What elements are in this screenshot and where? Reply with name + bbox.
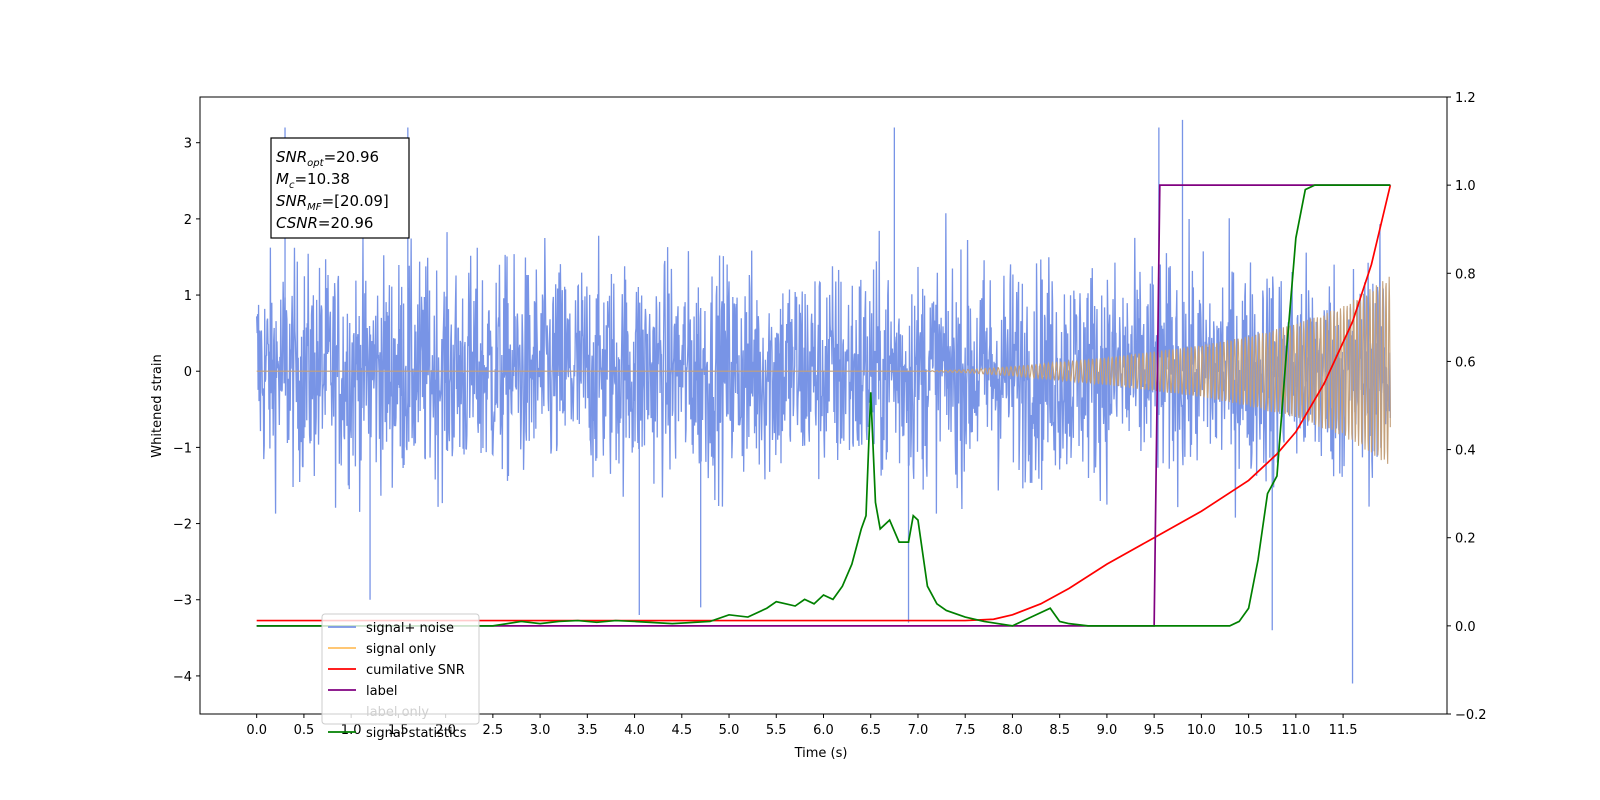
x-tick-label: 2.0 bbox=[435, 723, 456, 738]
y-left-tick-label: 3 bbox=[184, 137, 192, 152]
series-signal-statistics bbox=[256, 184, 1391, 627]
annotation-line: SNRopt=20.96 bbox=[276, 148, 379, 169]
legend-label: signal+ noise bbox=[366, 621, 454, 636]
y-left-tick-label: −4 bbox=[173, 670, 192, 685]
x-tick-label: 4.5 bbox=[671, 723, 692, 738]
annotation-line: SNRMF=[20.09] bbox=[276, 192, 389, 213]
legend-label: cumilative SNR bbox=[366, 663, 465, 678]
y-right-tick-label: 1.2 bbox=[1455, 91, 1476, 106]
x-tick-label: 6.0 bbox=[813, 723, 834, 738]
x-tick-label: 8.0 bbox=[1002, 723, 1023, 738]
x-tick-label: 10.5 bbox=[1234, 723, 1263, 738]
x-tick-label: 9.0 bbox=[1097, 723, 1118, 738]
x-tick-label: 2.5 bbox=[483, 723, 504, 738]
y-right-tick-label: 0.6 bbox=[1455, 355, 1476, 370]
x-tick-label: 9.5 bbox=[1144, 723, 1165, 738]
x-tick-label: 7.0 bbox=[908, 723, 929, 738]
x-tick-label: 5.5 bbox=[766, 723, 787, 738]
legend-item: label bbox=[328, 684, 397, 699]
y-axis-left: 3 2 1 0 −1 −2 −3 −4 bbox=[173, 137, 200, 685]
legend-item: signal only bbox=[328, 642, 436, 657]
y-right-tick-label: 0.2 bbox=[1455, 532, 1476, 547]
x-tick-label: 8.5 bbox=[1049, 723, 1070, 738]
y-axis-right: 1.2 1.0 0.8 0.6 0.4 0.2 0.0 −0.2 bbox=[1447, 91, 1487, 723]
legend: signal+ noise signal only cumilative SNR la… bbox=[321, 613, 480, 741]
x-tick-label: 10.0 bbox=[1187, 723, 1216, 738]
x-axis-title: Time (s) bbox=[794, 746, 848, 761]
series-signal-noise bbox=[256, 119, 1391, 684]
x-axis: 0.0 0.5 1.0 1.5 2.0 2.5 3.0 3.5 4.0 4.5 5.0 5.5 6.0 6… bbox=[246, 714, 1358, 738]
y-right-tick-label: −0.2 bbox=[1455, 708, 1487, 723]
y-left-tick-label: −1 bbox=[173, 441, 192, 456]
y-right-tick-label: 0.4 bbox=[1455, 444, 1476, 459]
y-left-tick-label: 1 bbox=[184, 289, 192, 304]
legend-item: signal statistics bbox=[328, 726, 467, 741]
x-tick-label: 6.5 bbox=[860, 723, 881, 738]
x-tick-label: 5.0 bbox=[719, 723, 740, 738]
y-left-tick-label: −2 bbox=[173, 518, 192, 533]
x-tick-label: 11.0 bbox=[1281, 723, 1310, 738]
series-signal-only bbox=[256, 276, 1391, 464]
legend-label: signal only bbox=[366, 642, 436, 657]
annotation-box: SNRopt=20.96Mc=10.38SNRMF=[20.09]CSNR=20… bbox=[270, 137, 410, 239]
legend-frame bbox=[321, 613, 480, 725]
x-tick-label: 4.0 bbox=[624, 723, 645, 738]
x-tick-label: 0.5 bbox=[294, 723, 315, 738]
series-layer bbox=[256, 119, 1392, 684]
annotation-frame bbox=[270, 137, 410, 239]
x-tick-label: 11.5 bbox=[1329, 723, 1358, 738]
y-axis-title: Whitened strain bbox=[150, 354, 165, 457]
annotation-line: CSNR=20.96 bbox=[276, 214, 373, 232]
y-right-tick-label: 0.8 bbox=[1455, 267, 1476, 282]
y-right-tick-label: 0.0 bbox=[1455, 620, 1476, 635]
x-tick-label: 1.0 bbox=[341, 723, 362, 738]
legend-label: label bbox=[366, 684, 397, 699]
legend-label: label only bbox=[366, 705, 429, 720]
legend-item: cumilative SNR bbox=[328, 663, 465, 678]
series-label bbox=[256, 184, 1391, 627]
y-right-tick-label: 1.0 bbox=[1455, 179, 1476, 194]
annotation-line: Mc=10.38 bbox=[276, 170, 350, 191]
legend-item: signal+ noise bbox=[328, 621, 454, 636]
y-left-tick-label: 0 bbox=[184, 365, 192, 380]
y-left-tick-label: 2 bbox=[184, 213, 192, 228]
y-left-tick-label: −3 bbox=[173, 594, 192, 609]
series-line bbox=[256, 213, 1391, 518]
legend-item: label only bbox=[366, 705, 429, 720]
legend-label: signal statistics bbox=[366, 726, 467, 741]
x-tick-label: 7.5 bbox=[955, 723, 976, 738]
series-cumilative-snr bbox=[256, 184, 1392, 622]
x-tick-label: 0.0 bbox=[246, 723, 267, 738]
x-tick-label: 3.0 bbox=[530, 723, 551, 738]
x-tick-label: 1.5 bbox=[388, 723, 409, 738]
x-tick-label: 3.5 bbox=[577, 723, 598, 738]
